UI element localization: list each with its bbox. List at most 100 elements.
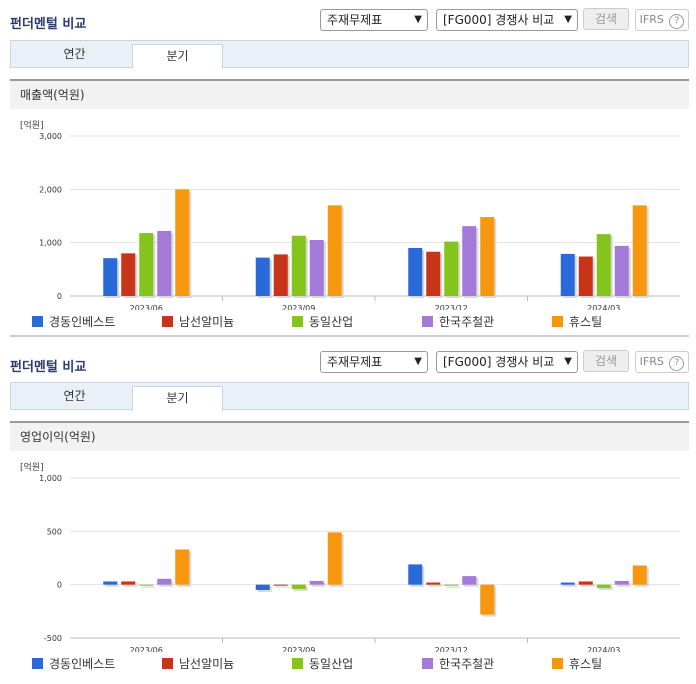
legend-label: 남선알미늄 xyxy=(179,315,235,329)
bar[interactable] xyxy=(273,254,288,296)
bar[interactable] xyxy=(327,532,342,585)
help-icon: ? xyxy=(669,356,685,371)
operating-profit-chart: -500 0 500 1,000 2023/06 2023/09 2023/12 2024/0… xyxy=(39,474,680,652)
y-tick-label: 3,000 xyxy=(39,132,62,141)
bar[interactable] xyxy=(480,584,495,615)
bar[interactable] xyxy=(614,245,629,296)
x-tick-label: 2023/06 xyxy=(130,304,163,310)
bar[interactable] xyxy=(480,217,495,296)
x-tick-label: 2023/12 xyxy=(435,646,468,652)
bar-shadow xyxy=(562,584,577,587)
bar[interactable] xyxy=(309,240,324,296)
compare-select[interactable]: [FG000] 경쟁사 비교 ▼ xyxy=(436,9,578,31)
period-tabs: 연간 분기 xyxy=(10,382,689,411)
legend-item[interactable]: 휴스틸 xyxy=(552,313,602,330)
legend-label: 한국주철관 xyxy=(439,315,495,329)
bar[interactable] xyxy=(560,582,575,585)
tab-quarterly[interactable]: 분기 xyxy=(132,386,223,411)
legend-swatch xyxy=(422,658,433,669)
legend-swatch xyxy=(32,658,43,669)
legend-swatch xyxy=(552,316,563,327)
bar[interactable] xyxy=(578,256,593,296)
y-tick-label: 0 xyxy=(57,292,62,301)
bar[interactable] xyxy=(255,257,270,296)
ifrs-label: IFRS xyxy=(639,13,664,26)
statement-select-value: 주재무제표 xyxy=(327,355,383,369)
compare-select[interactable]: [FG000] 경쟁사 비교 ▼ xyxy=(436,351,578,373)
bar[interactable] xyxy=(632,205,647,296)
bar[interactable] xyxy=(291,235,306,296)
y-tick-label: 1,000 xyxy=(39,474,62,483)
bar[interactable] xyxy=(462,576,477,585)
statement-select[interactable]: 주재무제표 ▼ xyxy=(320,9,428,31)
bar[interactable] xyxy=(614,580,629,585)
legend-item[interactable]: 남선알미늄 xyxy=(162,655,234,672)
legend-item[interactable]: 경동인베스트 xyxy=(32,655,115,672)
help-icon: ? xyxy=(669,14,685,29)
bar[interactable] xyxy=(139,233,154,296)
search-button[interactable]: 검색 xyxy=(583,350,629,372)
bar-shadow xyxy=(446,586,461,588)
bar[interactable] xyxy=(273,584,288,586)
x-tick-label: 2023/12 xyxy=(435,304,468,310)
bar[interactable] xyxy=(103,581,118,585)
revenue-chart: 0 1,000 2,000 3,000 2023/06 2023/09 2023/12 202… xyxy=(39,132,680,310)
bar[interactable] xyxy=(157,230,172,296)
ifrs-button[interactable]: IFRS ? xyxy=(635,9,689,31)
x-tick-label: 2023/09 xyxy=(282,646,315,652)
bar[interactable] xyxy=(255,584,270,590)
bar[interactable] xyxy=(139,584,154,586)
bar[interactable] xyxy=(632,565,647,585)
chevron-down-icon: ▼ xyxy=(564,356,572,367)
bar[interactable] xyxy=(426,582,441,585)
bar[interactable] xyxy=(103,258,118,296)
legend-swatch xyxy=(422,316,433,327)
legend-swatch xyxy=(162,316,173,327)
tab-quarterly[interactable]: 분기 xyxy=(132,44,223,69)
legend-label: 동일산업 xyxy=(309,315,354,329)
legend-item[interactable]: 동일산업 xyxy=(292,313,353,330)
bar[interactable] xyxy=(444,584,459,586)
bar[interactable] xyxy=(291,584,306,589)
legend-item[interactable]: 한국주철관 xyxy=(422,313,494,330)
bar[interactable] xyxy=(121,253,136,296)
bar[interactable] xyxy=(157,578,172,585)
legend-item[interactable]: 휴스틸 xyxy=(552,655,602,672)
bar[interactable] xyxy=(175,549,190,585)
y-tick-label: 2,000 xyxy=(39,185,62,194)
legend-swatch xyxy=(32,316,43,327)
ifrs-button[interactable]: IFRS ? xyxy=(635,351,689,373)
legend-swatch xyxy=(292,316,303,327)
divider xyxy=(10,335,689,337)
bar[interactable] xyxy=(596,584,611,588)
tab-annual[interactable]: 연간 xyxy=(63,47,86,61)
bar[interactable] xyxy=(327,205,342,296)
tab-annual[interactable]: 연간 xyxy=(63,389,86,403)
bar[interactable] xyxy=(175,189,190,296)
y-tick-label: 1,000 xyxy=(39,239,62,248)
statement-select[interactable]: 주재무제표 ▼ xyxy=(320,351,428,373)
search-button[interactable]: 검색 xyxy=(583,8,629,30)
x-tick-label: 2024/03 xyxy=(587,646,620,652)
bar[interactable] xyxy=(426,251,441,296)
legend-item[interactable]: 한국주철관 xyxy=(422,655,494,672)
legend-item[interactable]: 경동인베스트 xyxy=(32,313,115,330)
bar[interactable] xyxy=(578,581,593,585)
legend-label: 경동인베스트 xyxy=(49,657,116,671)
y-tick-label: -500 xyxy=(44,634,62,643)
bar[interactable] xyxy=(408,564,423,585)
x-tick-label: 2024/03 xyxy=(587,304,620,310)
bar[interactable] xyxy=(309,580,324,585)
bar[interactable] xyxy=(121,581,136,585)
legend-swatch xyxy=(552,658,563,669)
section-title: 펀더멘털 비교 xyxy=(10,360,87,375)
bar[interactable] xyxy=(596,234,611,296)
y-tick-label: 500 xyxy=(47,527,62,536)
fundamental-section-1: 펀더멘털 비교 주재무제표 ▼ [FG000] 경쟁사 비교 ▼ 검색 IFRS… xyxy=(10,8,689,337)
legend-item[interactable]: 동일산업 xyxy=(292,655,353,672)
bar[interactable] xyxy=(462,226,477,296)
bar[interactable] xyxy=(408,248,423,296)
bar[interactable] xyxy=(444,241,459,296)
bar[interactable] xyxy=(560,253,575,296)
legend-item[interactable]: 남선알미늄 xyxy=(162,313,234,330)
